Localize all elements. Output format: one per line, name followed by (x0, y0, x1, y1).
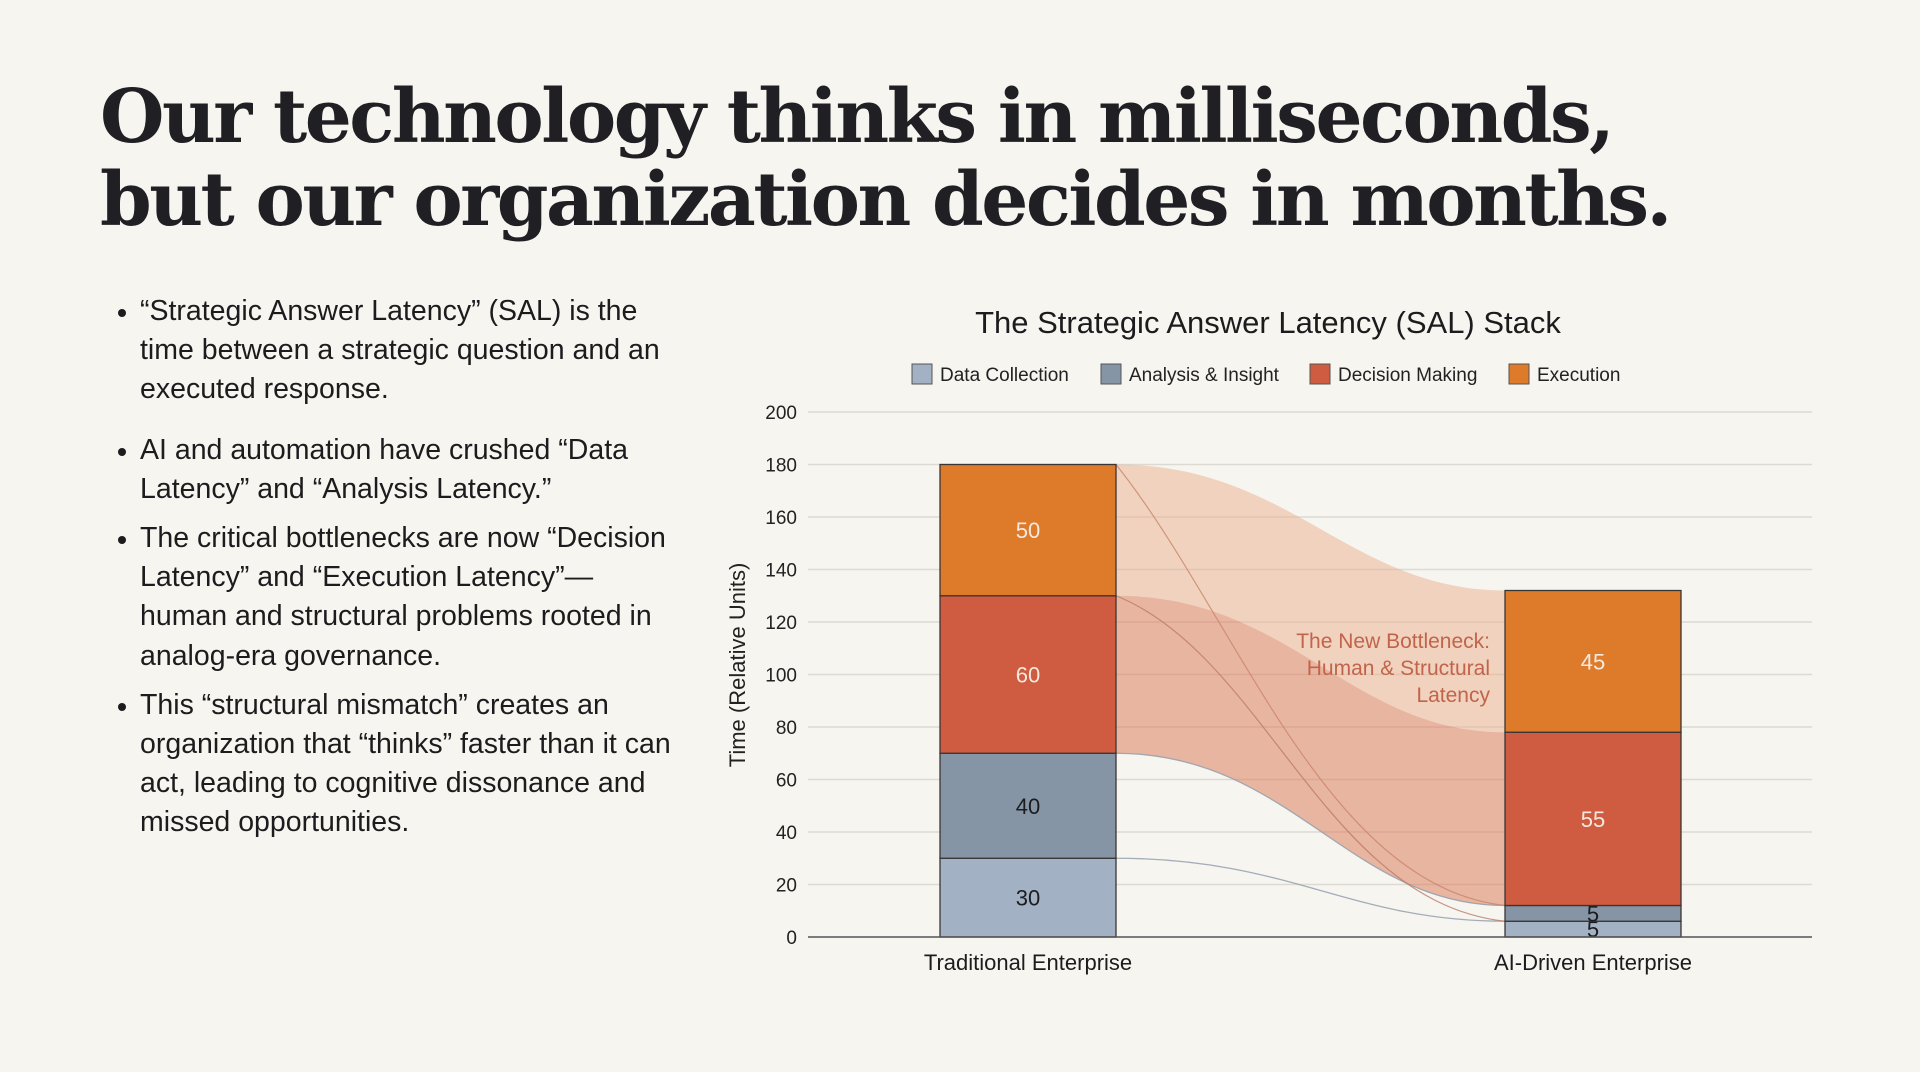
bar-value-label: 50 (1016, 518, 1040, 543)
flow-crossing-line (1115, 464, 1506, 907)
bar-segment (939, 857, 1117, 938)
bar-value-label: 45 (1581, 649, 1605, 674)
legend-label: Data Collection (940, 365, 1069, 386)
bar-value-label: 55 (1581, 807, 1605, 832)
bullet-item: “Strategic Answer Latency” (SAL) is the … (112, 292, 672, 410)
annotation-line: The New Bottleneck: (1296, 630, 1490, 653)
bullet-list: “Strategic Answer Latency” (SAL) is the … (112, 292, 672, 843)
y-tick-label: 140 (765, 561, 797, 582)
y-tick-label: 200 (765, 403, 797, 424)
chart-flows (1115, 464, 1506, 922)
legend-swatch (1508, 363, 1530, 385)
legend-label: Analysis & Insight (1129, 365, 1280, 386)
flow-decision-making (1116, 595, 1505, 906)
x-category-label: AI-Driven Enterprise (1494, 950, 1692, 975)
y-tick-label: 100 (765, 666, 797, 687)
bullet-item: This “structural mismatch” creates an or… (112, 686, 672, 843)
legend-label: Decision Making (1338, 365, 1477, 386)
bar-segment (1504, 589, 1682, 733)
flow-analysis-top (1115, 752, 1506, 907)
bullet-item: AI and automation have crushed “Data Lat… (112, 431, 672, 509)
annotation-line: Human & Structural (1307, 657, 1490, 680)
page-headline: Our technology thinks in milliseconds, b… (100, 76, 1800, 242)
bar-value-label: 5 (1587, 901, 1599, 926)
annotation-line: Latency (1416, 684, 1490, 707)
legend-label: Execution (1537, 365, 1620, 386)
headline-line-2: but our organization decides in months. (100, 157, 1672, 243)
y-tick-label: 20 (776, 876, 797, 897)
bar-segment (939, 752, 1117, 859)
y-tick-label: 0 (786, 928, 797, 949)
bar-segment (939, 463, 1117, 597)
y-tick-label: 160 (765, 508, 797, 529)
bar-value-label: 30 (1016, 886, 1040, 911)
y-tick-label: 80 (776, 718, 797, 739)
chart-legend: Data Collection Analysis & Insight Decisio… (911, 363, 1620, 386)
y-tick-label: 60 (776, 771, 797, 792)
y-tick-label: 180 (765, 456, 797, 477)
flow-execution (1116, 464, 1505, 733)
bar-value-label: 40 (1016, 794, 1040, 819)
flow-crossing-line (1115, 595, 1506, 922)
y-axis-ticks: 0 20 40 60 80 100 120 140 160 180 200 (765, 403, 797, 949)
y-tick-label: 120 (765, 613, 797, 634)
bar-value-label: 60 (1016, 663, 1040, 688)
bottleneck-annotation: The New Bottleneck: Human & Structural Lat… (1296, 630, 1490, 707)
bar-segment (1504, 731, 1682, 907)
legend-swatch (911, 363, 933, 385)
x-category-label: Traditional Enterprise (924, 950, 1132, 975)
bar-segment (939, 595, 1117, 754)
y-axis-title: Time (Relative Units) (725, 563, 750, 768)
headline-line-1: Our technology thinks in milliseconds, (100, 74, 1615, 160)
legend-swatch (1309, 363, 1331, 385)
x-axis-categories: Traditional Enterprise AI-Driven Enterpri… (924, 950, 1692, 975)
y-tick-label: 40 (776, 823, 797, 844)
chart-title: The Strategic Answer Latency (SAL) Stack (975, 305, 1561, 340)
legend-swatch (1100, 363, 1122, 385)
flow-data-top (1115, 857, 1506, 922)
bullet-item: The critical bottlenecks are now “Decisi… (112, 519, 672, 676)
bar-value-label: 5 (1587, 917, 1599, 942)
